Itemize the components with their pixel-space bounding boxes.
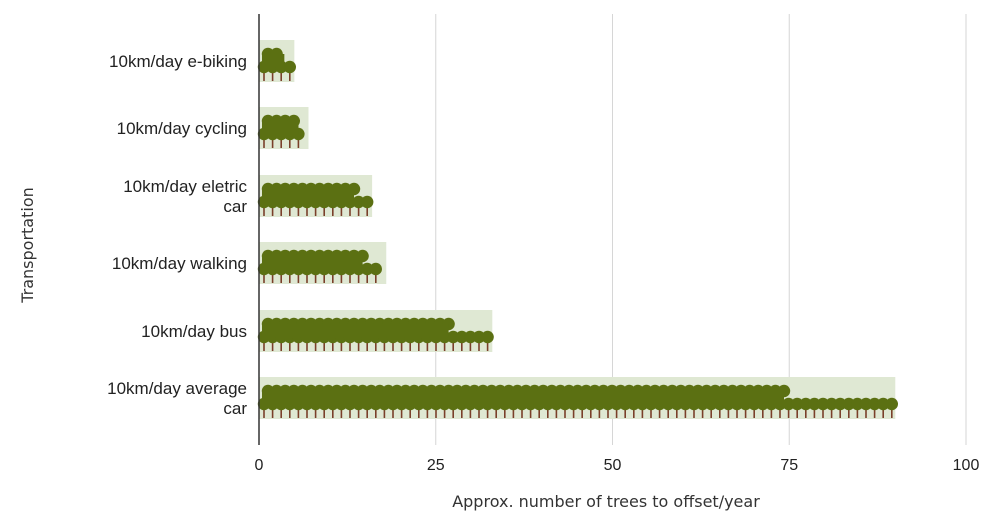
tree-canopy bbox=[262, 391, 784, 404]
x-tick-label: 75 bbox=[780, 457, 798, 474]
tree-canopy bbox=[262, 54, 285, 67]
tree-crown bbox=[799, 397, 812, 411]
category-label: car bbox=[223, 399, 247, 418]
x-tick-labels: 0 25 50 75 100 bbox=[255, 457, 980, 474]
tree-crown bbox=[825, 397, 838, 411]
gridlines bbox=[435, 14, 967, 445]
tree-crown bbox=[782, 397, 795, 411]
tree-crown bbox=[834, 397, 847, 411]
x-tick-label: 50 bbox=[604, 457, 622, 474]
tree-crown bbox=[868, 397, 881, 411]
category-label: 10km/day average bbox=[107, 379, 247, 398]
tree-crown bbox=[361, 262, 374, 276]
tree-crown bbox=[369, 262, 382, 276]
tree-canopy bbox=[262, 121, 299, 134]
category-label: 10km/day bus bbox=[141, 322, 247, 341]
tree-canopy bbox=[262, 189, 354, 202]
tree-row bbox=[257, 317, 494, 351]
category-labels: 10km/day e-biking 10km/day cycling 10km/da… bbox=[107, 52, 247, 418]
x-tick-label: 25 bbox=[427, 457, 445, 474]
tree-canopy bbox=[262, 256, 363, 269]
x-axis-title: Approx. number of trees to offset/year bbox=[452, 492, 760, 511]
category-label: car bbox=[223, 197, 247, 216]
tree-crown bbox=[808, 397, 821, 411]
tree-canopy bbox=[262, 324, 449, 337]
y-axis-title: Transportation bbox=[18, 187, 37, 304]
tree-crown bbox=[842, 397, 855, 411]
category-label: 10km/day eletric bbox=[123, 177, 247, 196]
category-label: 10km/day walking bbox=[112, 254, 247, 273]
tree-crown bbox=[816, 397, 830, 411]
tree-crown bbox=[283, 60, 296, 74]
tree-crown bbox=[885, 397, 898, 411]
bars bbox=[257, 40, 898, 419]
tree-row bbox=[257, 47, 296, 81]
tree-crown bbox=[464, 330, 477, 344]
tree-crown bbox=[791, 397, 804, 411]
tree-crown bbox=[877, 397, 890, 411]
tree-crown bbox=[472, 330, 486, 344]
tree-crown bbox=[447, 330, 460, 344]
tree-row bbox=[257, 384, 898, 418]
tree-row bbox=[257, 249, 382, 283]
tree-crown bbox=[481, 330, 494, 344]
category-label: 10km/day cycling bbox=[117, 119, 247, 138]
tree-row bbox=[257, 114, 305, 148]
tree-row bbox=[257, 182, 374, 216]
tree-crown bbox=[455, 330, 468, 344]
x-tick-label: 0 bbox=[255, 457, 264, 474]
x-tick-label: 100 bbox=[953, 457, 980, 474]
tree-crown bbox=[859, 397, 873, 411]
tree-crown bbox=[352, 195, 365, 209]
tree-crown bbox=[361, 195, 374, 209]
tree-crown bbox=[851, 397, 864, 411]
category-label: 10km/day e-biking bbox=[109, 52, 247, 71]
